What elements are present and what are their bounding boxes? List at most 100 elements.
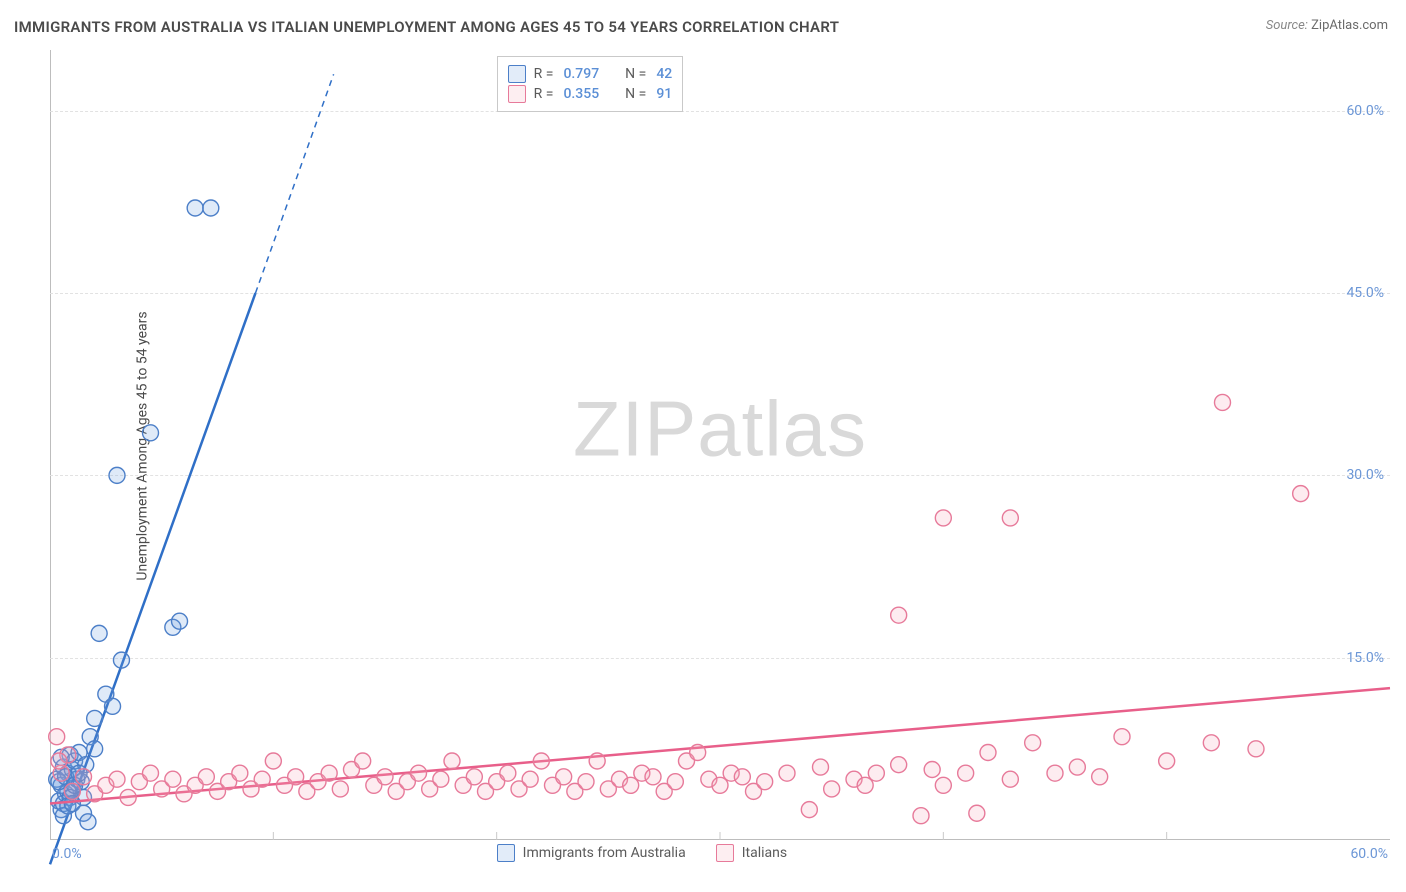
n-value: 91: [656, 86, 672, 102]
legend-series-item: Italians: [716, 844, 787, 862]
legend-swatch: [716, 844, 734, 862]
data-point: [332, 781, 348, 797]
data-point: [203, 200, 219, 216]
r-value: 0.797: [563, 66, 599, 82]
legend-series: Immigrants from Australia Italians: [497, 844, 787, 862]
data-point: [91, 625, 107, 641]
data-point: [935, 510, 951, 526]
legend-stats-box: R = 0.797 N = 42 R = 0.355 N = 91: [497, 56, 684, 112]
data-point: [49, 729, 65, 745]
data-point: [757, 774, 773, 790]
source-attribution: Source: ZipAtlas.com: [1266, 18, 1388, 33]
data-point: [51, 753, 67, 769]
legend-series-item: Immigrants from Australia: [497, 844, 686, 862]
data-point: [1025, 735, 1041, 751]
data-point: [105, 698, 121, 714]
data-point: [779, 765, 795, 781]
trend-line-extension: [255, 74, 333, 293]
data-point: [1293, 486, 1309, 502]
data-point: [143, 765, 159, 781]
data-point: [891, 757, 907, 773]
legend-swatch: [508, 65, 526, 83]
data-point: [645, 769, 661, 785]
data-point: [1002, 771, 1018, 787]
data-point: [533, 753, 549, 769]
data-point: [868, 765, 884, 781]
legend-stats-row: R = 0.355 N = 91: [508, 85, 673, 103]
plot-area: ZIPatlas 15.0%30.0%45.0%60.0%0.0%60.0% R…: [50, 50, 1390, 840]
data-point: [80, 814, 96, 830]
data-point: [958, 765, 974, 781]
legend-swatch: [497, 844, 515, 862]
data-point: [411, 765, 427, 781]
data-point: [109, 467, 125, 483]
data-point: [824, 781, 840, 797]
data-point: [1114, 729, 1130, 745]
data-point: [1002, 510, 1018, 526]
data-point: [813, 759, 829, 775]
data-point: [935, 777, 951, 793]
data-point: [288, 769, 304, 785]
data-point: [87, 741, 103, 757]
n-label: N =: [625, 86, 646, 102]
data-point: [891, 607, 907, 623]
data-point: [969, 805, 985, 821]
data-point: [165, 771, 181, 787]
data-point: [1215, 394, 1231, 410]
data-point: [466, 769, 482, 785]
plot-svg: [50, 50, 1390, 840]
data-point: [1203, 735, 1219, 751]
y-tick-label: 30.0%: [1346, 467, 1384, 483]
data-point: [924, 762, 940, 778]
data-point: [1159, 753, 1175, 769]
data-point: [667, 774, 683, 790]
data-point: [1092, 769, 1108, 785]
r-label: R =: [534, 86, 554, 102]
data-point: [589, 753, 605, 769]
data-point: [734, 769, 750, 785]
data-point: [76, 769, 92, 785]
n-label: N =: [625, 66, 646, 82]
data-point: [801, 802, 817, 818]
data-point: [87, 710, 103, 726]
y-tick-label: 15.0%: [1346, 650, 1384, 666]
data-point: [377, 769, 393, 785]
data-point: [143, 425, 159, 441]
source-value: ZipAtlas.com: [1311, 18, 1388, 33]
data-point: [1248, 741, 1264, 757]
data-point: [109, 771, 125, 787]
legend-series-label: Immigrants from Australia: [523, 845, 686, 861]
data-point: [254, 771, 270, 787]
data-point: [578, 774, 594, 790]
data-point: [913, 808, 929, 824]
legend-swatch: [508, 85, 526, 103]
x-tick-label: 0.0%: [52, 846, 82, 862]
n-value: 42: [656, 66, 672, 82]
data-point: [1069, 759, 1085, 775]
data-point: [198, 769, 214, 785]
y-tick-label: 45.0%: [1346, 285, 1384, 301]
data-point: [64, 783, 80, 799]
data-point: [690, 744, 706, 760]
chart-title: IMMIGRANTS FROM AUSTRALIA VS ITALIAN UNE…: [14, 18, 839, 36]
data-point: [113, 652, 129, 668]
data-point: [321, 765, 337, 781]
data-point: [232, 765, 248, 781]
data-point: [187, 200, 203, 216]
data-point: [1047, 765, 1063, 781]
legend-series-label: Italians: [742, 845, 787, 861]
r-label: R =: [534, 66, 554, 82]
x-tick-label: 60.0%: [1350, 846, 1388, 862]
data-point: [980, 744, 996, 760]
data-point: [556, 769, 572, 785]
data-point: [355, 753, 371, 769]
source-label: Source:: [1266, 18, 1308, 33]
data-point: [265, 753, 281, 769]
r-value: 0.355: [563, 86, 599, 102]
data-point: [120, 789, 136, 805]
legend-stats-row: R = 0.797 N = 42: [508, 65, 673, 83]
data-point: [172, 613, 188, 629]
data-point: [500, 765, 516, 781]
data-point: [522, 771, 538, 787]
data-point: [433, 771, 449, 787]
